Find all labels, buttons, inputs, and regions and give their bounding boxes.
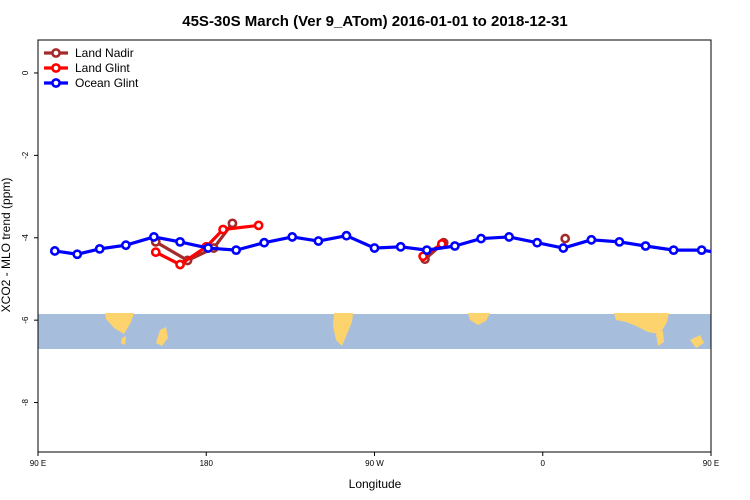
x-tick-label: 180: [200, 459, 214, 468]
chart-title: 45S-30S March (Ver 9_ATom) 2016-01-01 to…: [182, 13, 567, 30]
data-point: [203, 243, 214, 253]
data-point: [449, 241, 460, 251]
map-land: [614, 313, 669, 334]
x-tick-label: 0: [541, 459, 546, 468]
data-point: [94, 243, 105, 254]
y-axis-ticks: 0 -2 -4 -6 -8: [21, 70, 38, 406]
data-point: [668, 245, 679, 256]
map-band: [38, 313, 711, 349]
y-tick-label: -6: [21, 316, 30, 324]
y-tick-label: -8: [21, 398, 30, 406]
x-axis-ticks: 90 E 180 90 W 0 90 E: [30, 452, 719, 468]
x-tick-label: 90 W: [365, 459, 384, 468]
map-land: [333, 313, 353, 346]
map-land: [656, 331, 664, 346]
data-point: [231, 245, 242, 256]
data-point: [341, 230, 352, 241]
data-point: [313, 236, 324, 246]
data-point: [175, 259, 185, 270]
legend-marker: [51, 78, 61, 88]
data-point: [175, 236, 185, 247]
data-point: [149, 232, 159, 242]
legend-label: Land Glint: [75, 61, 130, 75]
map-land: [468, 313, 490, 325]
data-point: [49, 246, 60, 256]
x-tick-label: 90 E: [30, 459, 46, 468]
data-point: [369, 243, 380, 253]
data-point: [227, 218, 238, 229]
legend-label: Land Nadir: [75, 46, 134, 60]
data-point: [218, 224, 228, 235]
y-axis-label: XCO2 - MLO trend (ppm): [0, 178, 13, 313]
data-point: [726, 251, 733, 258]
map-land: [121, 336, 126, 345]
map-land: [156, 327, 168, 346]
data-point: [476, 233, 486, 244]
data-point: [395, 241, 406, 252]
data-point: [560, 233, 571, 244]
data-point: [150, 247, 161, 258]
series-layer: [49, 218, 733, 270]
legend-marker: [51, 48, 61, 58]
map-ocean: [38, 313, 711, 349]
y-tick-label: -4: [21, 234, 30, 242]
legend-item: Land Nadir: [44, 46, 134, 60]
data-point: [421, 245, 432, 256]
data-point: [259, 237, 270, 248]
data-point: [640, 241, 651, 251]
legend-marker: [51, 63, 61, 73]
x-tick-label: 90 E: [703, 459, 719, 468]
legend-label: Ocean Glint: [75, 76, 139, 90]
data-point: [120, 240, 131, 251]
series-clip-group: [49, 218, 733, 270]
data-point: [532, 237, 543, 248]
data-point: [253, 220, 264, 231]
data-point: [72, 249, 83, 260]
y-tick-label: -2: [21, 151, 30, 159]
data-point: [696, 245, 707, 256]
series-line: [154, 222, 234, 263]
series-ocean-glint: [49, 230, 733, 260]
x-axis-label: Longitude: [349, 477, 402, 491]
data-point: [287, 232, 298, 242]
map-land: [105, 313, 134, 334]
legend-item: Ocean Glint: [44, 76, 139, 90]
series-line: [54, 234, 711, 256]
data-point: [614, 236, 625, 247]
data-point: [586, 234, 597, 245]
data-point: [504, 232, 514, 242]
y-tick-label: 0: [21, 70, 30, 75]
map-land: [690, 335, 704, 348]
data-point: [558, 243, 569, 253]
legend-item: Land Glint: [44, 61, 130, 75]
